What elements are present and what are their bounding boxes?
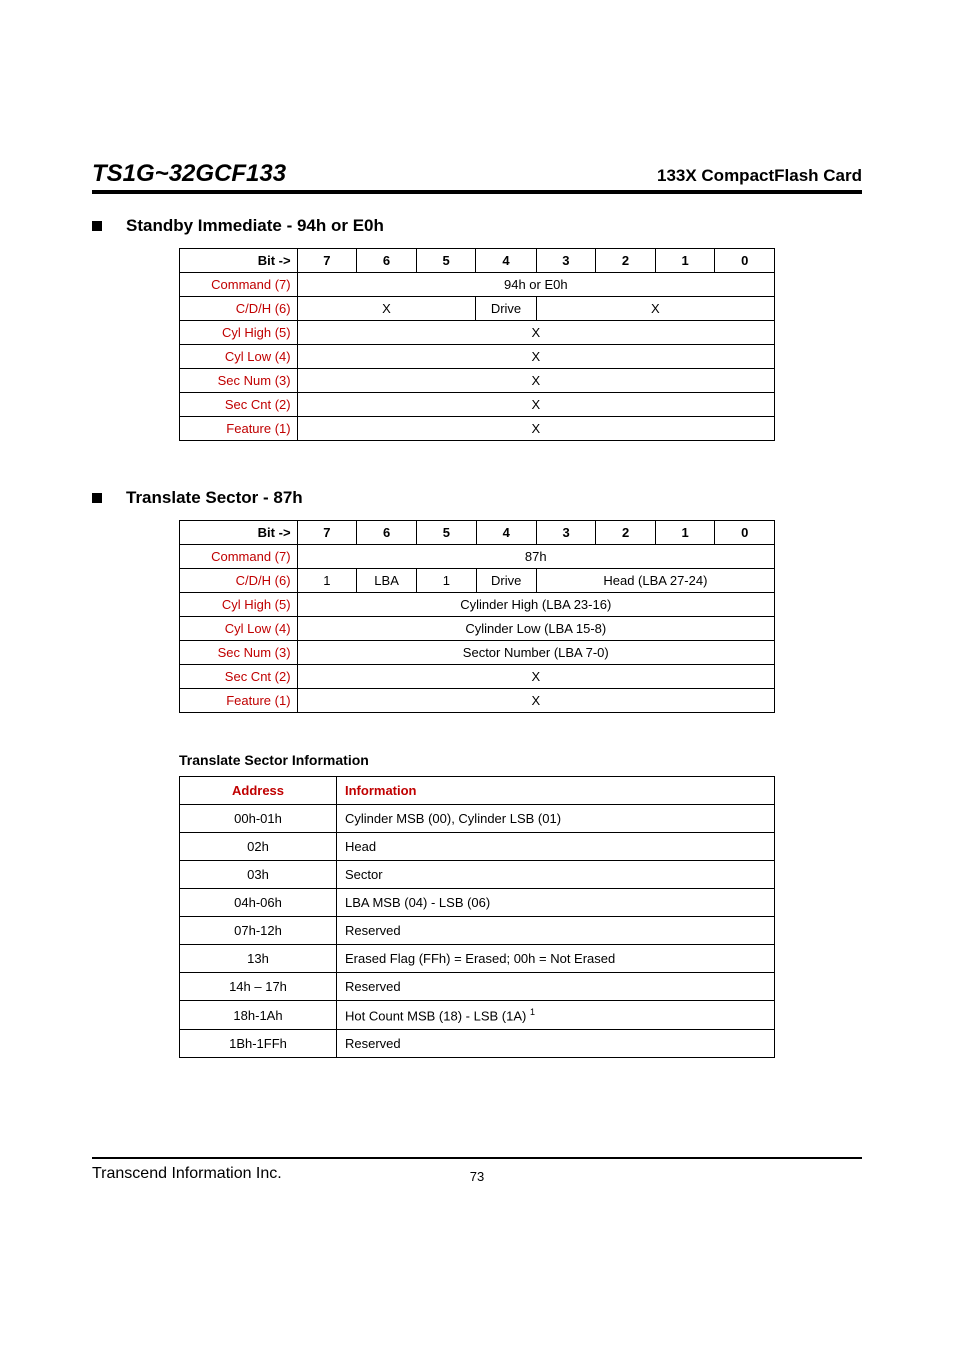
bit-header-cell: 4: [476, 249, 536, 273]
register-cell: 1: [297, 569, 357, 593]
info-address-cell: 02h: [180, 833, 337, 861]
bit-header-cell: 0: [715, 249, 775, 273]
register-cell: 1: [417, 569, 477, 593]
bit-header-cell: 6: [357, 521, 417, 545]
bit-header-cell: 6: [357, 249, 417, 273]
register-cell: X: [297, 297, 476, 321]
register-cell: X: [297, 345, 774, 369]
translate-sector-info-table: AddressInformation00h-01hCylinder MSB (0…: [179, 776, 775, 1058]
info-value-cell: Reserved: [337, 917, 775, 945]
info-address-cell: 07h-12h: [180, 917, 337, 945]
info-address-cell: 04h-06h: [180, 889, 337, 917]
info-value-cell: Reserved: [337, 1030, 775, 1058]
register-row-label: Sec Num (3): [180, 641, 298, 665]
info-address-cell: 18h-1Ah: [180, 1001, 337, 1030]
register-cell: Drive: [476, 297, 536, 321]
table-wrap-2: Bit ->76543210Command (7)87hC/D/H (6)1LB…: [92, 520, 862, 718]
page-header: TS1G~32GCF133 133X CompactFlash Card: [92, 160, 862, 194]
register-table-translate: Bit ->76543210Command (7)87hC/D/H (6)1LB…: [179, 520, 775, 713]
info-address-cell: 1Bh-1FFh: [180, 1030, 337, 1058]
info-header-address: Address: [180, 777, 337, 805]
info-header-information: Information: [337, 777, 775, 805]
section-title-translate: Translate Sector - 87h: [92, 488, 862, 508]
register-row-label: Command (7): [180, 545, 298, 569]
section-title-text: Standby Immediate - 94h or E0h: [126, 216, 384, 236]
register-cell: X: [297, 689, 774, 713]
register-row-label: Sec Cnt (2): [180, 393, 298, 417]
bit-header-cell: 4: [476, 521, 536, 545]
info-value-cell: Sector: [337, 861, 775, 889]
info-value-cell: Reserved: [337, 973, 775, 1001]
register-row-label: Cyl High (5): [180, 321, 298, 345]
info-address-cell: 00h-01h: [180, 805, 337, 833]
bit-header-cell: 7: [297, 521, 357, 545]
register-row-label: Feature (1): [180, 689, 298, 713]
bit-header-cell: 3: [536, 249, 596, 273]
register-row-label: Sec Num (3): [180, 369, 298, 393]
info-address-cell: 03h: [180, 861, 337, 889]
bit-header-cell: 3: [536, 521, 596, 545]
bit-header-cell: 5: [417, 521, 477, 545]
register-row-label: C/D/H (6): [180, 297, 298, 321]
register-row-label: Feature (1): [180, 417, 298, 441]
table-wrap-1: Bit ->76543210 Command (7)94h or E0hC/D/H…: [92, 248, 862, 446]
footer-company: Transcend Information Inc.: [92, 1165, 470, 1183]
register-cell: X: [536, 297, 774, 321]
register-cell: 87h: [297, 545, 774, 569]
bit-header-cell: 2: [596, 521, 656, 545]
section-title-standby: Standby Immediate - 94h or E0h: [92, 216, 862, 236]
register-row-label: Cyl Low (4): [180, 617, 298, 641]
register-cell: Cylinder Low (LBA 15-8): [297, 617, 774, 641]
info-value-cell: Hot Count MSB (18) - LSB (1A) 1: [337, 1001, 775, 1030]
bit-header-cell: 5: [416, 249, 476, 273]
register-row-label: Sec Cnt (2): [180, 665, 298, 689]
product-name: 133X CompactFlash Card: [657, 166, 862, 186]
register-cell: Head (LBA 27-24): [536, 569, 774, 593]
table-wrap-3: Translate Sector Information AddressInfo…: [92, 718, 862, 1058]
register-cell: 94h or E0h: [297, 273, 774, 297]
register-cell: Sector Number (LBA 7-0): [297, 641, 774, 665]
section-title-text: Translate Sector - 87h: [126, 488, 303, 508]
bit-header-cell: 7: [297, 249, 357, 273]
register-row-label: Cyl Low (4): [180, 345, 298, 369]
register-row-label: Cyl High (5): [180, 593, 298, 617]
register-cell: X: [297, 665, 774, 689]
bit-header-label: Bit ->: [180, 249, 298, 273]
register-cell: Drive: [476, 569, 536, 593]
register-row-label: C/D/H (6): [180, 569, 298, 593]
bullet-icon: [92, 493, 102, 503]
register-row-label: Command (7): [180, 273, 298, 297]
register-cell: X: [297, 393, 774, 417]
page-footer: Transcend Information Inc. 73: [92, 1157, 862, 1183]
register-cell: X: [297, 369, 774, 393]
bit-header-cell: 0: [715, 521, 775, 545]
bullet-icon: [92, 221, 102, 231]
footer-page-number: 73: [470, 1169, 484, 1187]
register-cell: Cylinder High (LBA 23-16): [297, 593, 774, 617]
bit-header-cell: 1: [655, 521, 715, 545]
info-address-cell: 14h – 17h: [180, 973, 337, 1001]
page: TS1G~32GCF133 133X CompactFlash Card Sta…: [0, 0, 954, 1351]
info-address-cell: 13h: [180, 945, 337, 973]
info-value-cell: Erased Flag (FFh) = Erased; 00h = Not Er…: [337, 945, 775, 973]
info-table-title: Translate Sector Information: [179, 752, 775, 768]
register-cell: X: [297, 417, 774, 441]
bit-header-label: Bit ->: [180, 521, 298, 545]
register-cell: X: [297, 321, 774, 345]
register-table-standby: Bit ->76543210 Command (7)94h or E0hC/D/H…: [179, 248, 775, 441]
info-value-cell: Head: [337, 833, 775, 861]
info-value-cell: LBA MSB (04) - LSB (06): [337, 889, 775, 917]
bit-header-cell: 1: [655, 249, 715, 273]
register-cell: LBA: [357, 569, 417, 593]
info-value-cell: Cylinder MSB (00), Cylinder LSB (01): [337, 805, 775, 833]
bit-header-cell: 2: [596, 249, 656, 273]
model-number: TS1G~32GCF133: [92, 160, 286, 188]
